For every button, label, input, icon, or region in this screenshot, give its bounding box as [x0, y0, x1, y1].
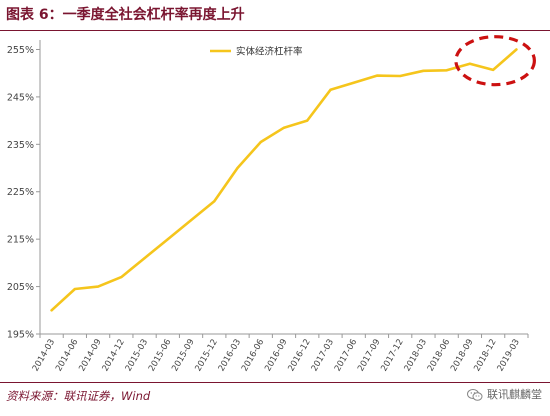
- data-point: [120, 275, 123, 279]
- data-point: [236, 166, 239, 170]
- y-tick-label: 225%: [7, 187, 34, 198]
- legend-label: 实体经济杠杆率: [236, 46, 303, 58]
- data-point: [189, 219, 193, 222]
- data-point: [282, 126, 286, 129]
- data-point: [492, 68, 495, 71]
- highlight-ellipse: [454, 35, 536, 87]
- data-point: [352, 81, 355, 84]
- line-chart: 195%205%215%225%235%245%255%2014-032014-…: [7, 35, 536, 374]
- data-point: [375, 74, 379, 77]
- y-tick-label: 205%: [7, 282, 34, 293]
- data-point: [422, 69, 425, 72]
- data-point: [96, 285, 100, 288]
- data-point: [445, 69, 448, 72]
- source-divider: [0, 382, 550, 383]
- y-tick-label: 215%: [7, 235, 34, 246]
- data-point: [329, 88, 332, 91]
- y-tick-label: 195%: [7, 330, 34, 341]
- data-point: [143, 257, 146, 260]
- chart-area: 195% 205% 215% 225% 235% 245% 255% 2014-03 2014-…: [0, 32, 550, 382]
- data-point: [73, 287, 76, 291]
- watermark: 联讯麒麟堂: [467, 385, 542, 405]
- source-note: 资料来源：联讯证券，Wind: [6, 389, 151, 403]
- x-tick-label: 2019-03: [496, 338, 522, 374]
- title-divider: [0, 30, 550, 31]
- data-point: [213, 200, 216, 203]
- wechat-icon: [467, 389, 483, 401]
- data-point: [259, 140, 262, 144]
- series-line: [50, 48, 518, 312]
- watermark-text: 联讯麒麟堂: [487, 388, 542, 401]
- data-point: [306, 119, 309, 122]
- data-point: [166, 238, 169, 241]
- y-tick-label: 235%: [7, 140, 34, 151]
- data-point: [515, 48, 518, 51]
- data-point: [50, 309, 53, 312]
- data-point: [399, 74, 402, 78]
- figure-title: 图表 6：一季度全社会杠杆率再度上升: [6, 7, 245, 23]
- y-tick-label: 245%: [7, 92, 34, 103]
- y-tick-label: 255%: [7, 45, 34, 56]
- data-point: [468, 62, 472, 65]
